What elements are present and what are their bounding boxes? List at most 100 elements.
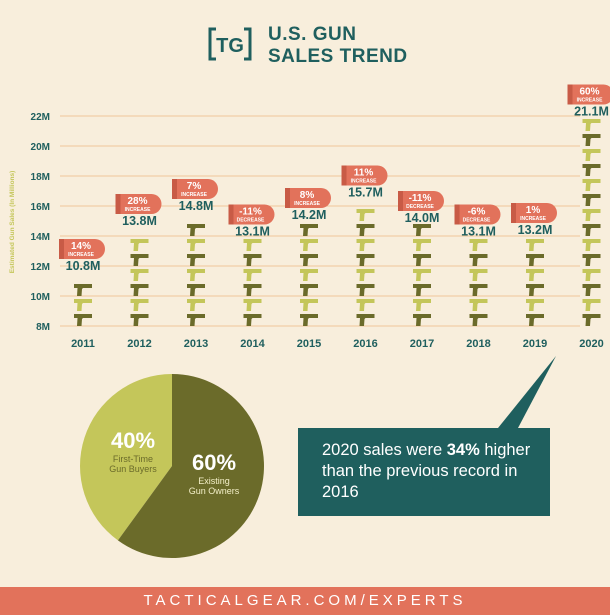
gun-icon [526, 284, 544, 296]
x-tick-label: 2013 [184, 338, 208, 350]
gun-icon [130, 254, 149, 266]
pie-slice-name: Gun Buyers [109, 464, 157, 474]
bar-columns [74, 119, 601, 326]
y-tick-label: 14M [31, 232, 50, 243]
bar-2019 [526, 239, 544, 326]
gun-icon [413, 254, 431, 266]
gun-icon [243, 254, 262, 266]
gun-icon [187, 299, 205, 311]
gun-icon [469, 314, 488, 326]
pie-slice [79, 374, 172, 541]
callout-pointer [498, 356, 556, 428]
change-badge: 7%INCREASE [172, 179, 218, 199]
gun-icon [243, 299, 262, 311]
gun-icon [356, 269, 375, 281]
gun-icon [74, 299, 92, 311]
gun-icon [130, 269, 149, 281]
gun-icon [130, 239, 149, 251]
bar-2013 [187, 224, 205, 326]
change-word: INCREASE [125, 207, 152, 213]
change-pct: 8% [300, 190, 315, 201]
x-tick-label: 2015 [297, 338, 321, 350]
change-word: DECREASE [237, 218, 265, 224]
change-badge: 11%INCREASE [341, 165, 388, 186]
bar-2016 [356, 209, 375, 326]
data-label: 14.0M [405, 211, 440, 225]
change-word: DECREASE [463, 218, 491, 224]
change-word: INCREASE [577, 98, 604, 104]
pie-slice-name: First-Time [113, 454, 153, 464]
gun-icon [243, 314, 262, 326]
gun-icon [187, 224, 205, 236]
y-tick-label: 10M [31, 292, 50, 303]
change-pct: 60% [579, 87, 599, 98]
gun-icon [582, 299, 601, 311]
change-word: INCREASE [520, 216, 547, 222]
x-tick-label: 2020 [579, 338, 603, 350]
change-pct: -11% [239, 207, 262, 218]
footer-url[interactable]: TACTICALGEAR.COM/EXPERTS [0, 587, 610, 615]
gun-icon [300, 284, 318, 296]
bar-2014 [243, 239, 262, 326]
gun-icon [582, 239, 601, 251]
gun-icon [582, 134, 601, 146]
y-tick-label: 20M [31, 142, 50, 153]
x-tick-label: 2019 [523, 338, 547, 350]
bar-2011 [74, 284, 92, 326]
callout-box [298, 428, 550, 516]
logo-text: TG [216, 35, 244, 57]
gun-icon [413, 284, 431, 296]
pie-slice [117, 374, 264, 558]
y-tick-label: 18M [31, 172, 50, 183]
data-label: 13.8M [122, 214, 157, 228]
bar-labels: 201110.8M14%INCREASE201213.8M28%INCREASE… [59, 84, 610, 350]
data-label: 13.1M [235, 225, 270, 239]
change-badge: -11%DECREASE [398, 191, 444, 211]
y-tick-label: 8M [36, 322, 50, 333]
gun-icon [300, 299, 318, 311]
gun-icon [526, 239, 544, 251]
gun-icon [413, 269, 431, 281]
change-word: INCREASE [68, 252, 95, 258]
gun-icon [356, 299, 375, 311]
gun-icon [243, 269, 262, 281]
gun-icon [356, 284, 375, 296]
data-label: 14.8M [179, 199, 214, 213]
change-pct: 1% [526, 205, 541, 216]
change-badge: 60%INCREASE [567, 84, 610, 105]
gun-icon [582, 194, 601, 206]
gun-icon [356, 209, 375, 221]
gun-icon [582, 179, 601, 191]
gun-icon [582, 149, 601, 161]
page-title: U.S. GUN SALES TREND [268, 24, 408, 68]
gun-icon [300, 224, 318, 236]
data-label: 21.1M [574, 105, 609, 119]
gun-icon [582, 314, 601, 326]
data-label: 15.7M [348, 186, 383, 200]
gun-icon [469, 239, 488, 251]
gun-icon [187, 254, 205, 266]
change-word: INCREASE [181, 192, 208, 198]
change-pct: -11% [409, 193, 432, 204]
bar-2012 [130, 239, 149, 326]
x-tick-label: 2017 [410, 338, 434, 350]
gun-icon [243, 239, 262, 251]
gun-icon [582, 254, 601, 266]
bar-2015 [300, 224, 318, 326]
data-label: 14.2M [292, 208, 327, 222]
gun-icon [356, 254, 375, 266]
change-badge: 14%INCREASE [59, 239, 105, 259]
y-tick-label: 22M [31, 112, 50, 123]
change-badge: 8%INCREASE [285, 188, 331, 208]
gun-icon [74, 314, 92, 326]
gun-icon [469, 254, 488, 266]
gun-icon [526, 269, 544, 281]
gun-icon [130, 314, 149, 326]
gun-icon [130, 284, 149, 296]
data-label: 10.8M [66, 259, 101, 273]
gun-icon [526, 254, 544, 266]
gun-icon [413, 314, 431, 326]
x-tick-label: 2011 [71, 338, 95, 350]
